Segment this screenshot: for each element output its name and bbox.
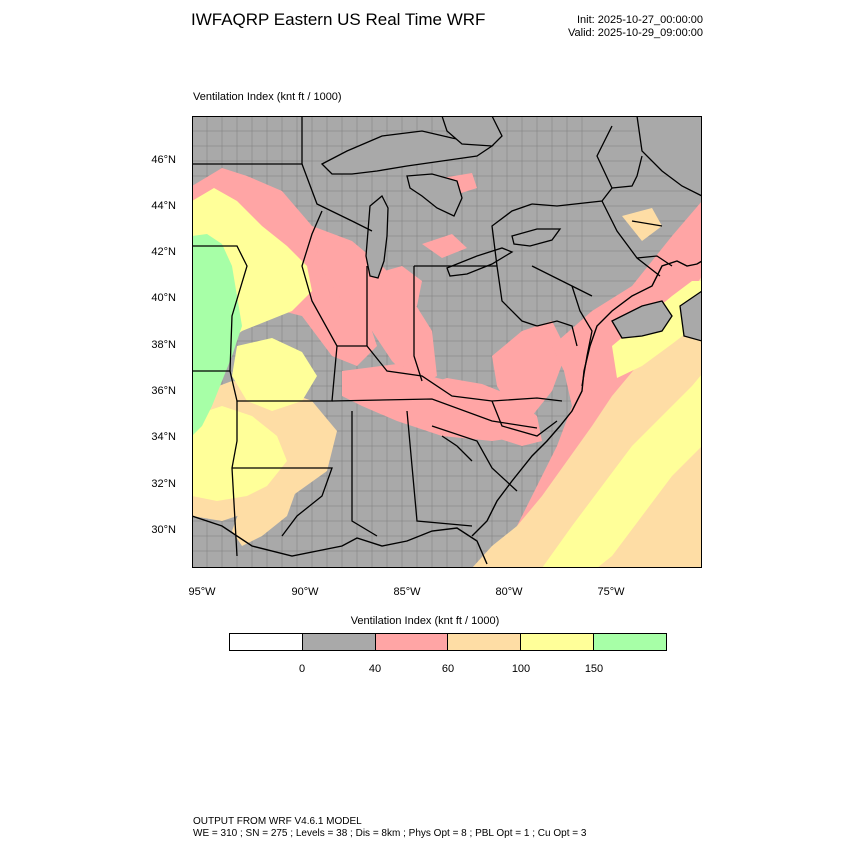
lat-label: 44°N (151, 200, 176, 212)
zone-gt150 (192, 234, 242, 436)
model-version: OUTPUT FROM WRF V4.6.1 MODEL (193, 816, 362, 827)
colorbar (229, 633, 667, 651)
colorbar-tick-label: 100 (511, 663, 531, 675)
forecast-map (192, 116, 702, 568)
lon-label: 80°W (495, 586, 523, 598)
model-info: OUTPUT FROM WRF V4.6.1 MODEL WE = 310 ; … (193, 816, 586, 840)
colorbar-segment (230, 634, 303, 650)
valid-time: Valid: 2025-10-29_09:00:00 (568, 27, 703, 39)
colorbar-segment (594, 634, 666, 650)
colorbar-segment (521, 634, 595, 650)
lat-label: 34°N (151, 431, 176, 443)
lon-label: 90°W (291, 586, 319, 598)
colorbar-tick-label: 0 (298, 663, 306, 675)
colorbar-segment (448, 634, 522, 650)
lat-label: 42°N (151, 246, 176, 258)
init-valid-time: Init: 2025-10-27_00:00:00 Valid: 2025-10… (568, 14, 703, 40)
water-bodies (320, 116, 702, 342)
colorbar-title: Ventilation Index (knt ft / 1000) (350, 615, 500, 627)
plot-title: IWFAQRP Eastern US Real Time WRF (191, 10, 486, 29)
lat-label: 32°N (151, 478, 176, 490)
state-boundaries (192, 116, 673, 557)
model-options: WE = 310 ; SN = 275 ; Levels = 38 ; Dis … (193, 828, 587, 839)
lat-label: 36°N (151, 385, 176, 397)
lon-label: 85°W (393, 586, 421, 598)
colorbar-segment (375, 634, 449, 650)
colorbar-segment (302, 634, 376, 650)
colorbar-tick-label: 150 (584, 663, 604, 675)
lat-label: 40°N (151, 292, 176, 304)
field-label: Ventilation Index (knt ft / 1000) (193, 91, 342, 103)
lat-label: 38°N (151, 339, 176, 351)
map-frame (192, 116, 702, 568)
lon-label: 75°W (597, 586, 625, 598)
lon-label: 95°W (188, 586, 216, 598)
coastline (192, 260, 702, 565)
lat-label: 46°N (151, 154, 176, 166)
lat-label: 30°N (151, 524, 176, 536)
init-time: Init: 2025-10-27_00:00:00 (577, 14, 703, 26)
colorbar-tick-label: 60 (441, 663, 455, 675)
colorbar-tick-label: 40 (368, 663, 382, 675)
